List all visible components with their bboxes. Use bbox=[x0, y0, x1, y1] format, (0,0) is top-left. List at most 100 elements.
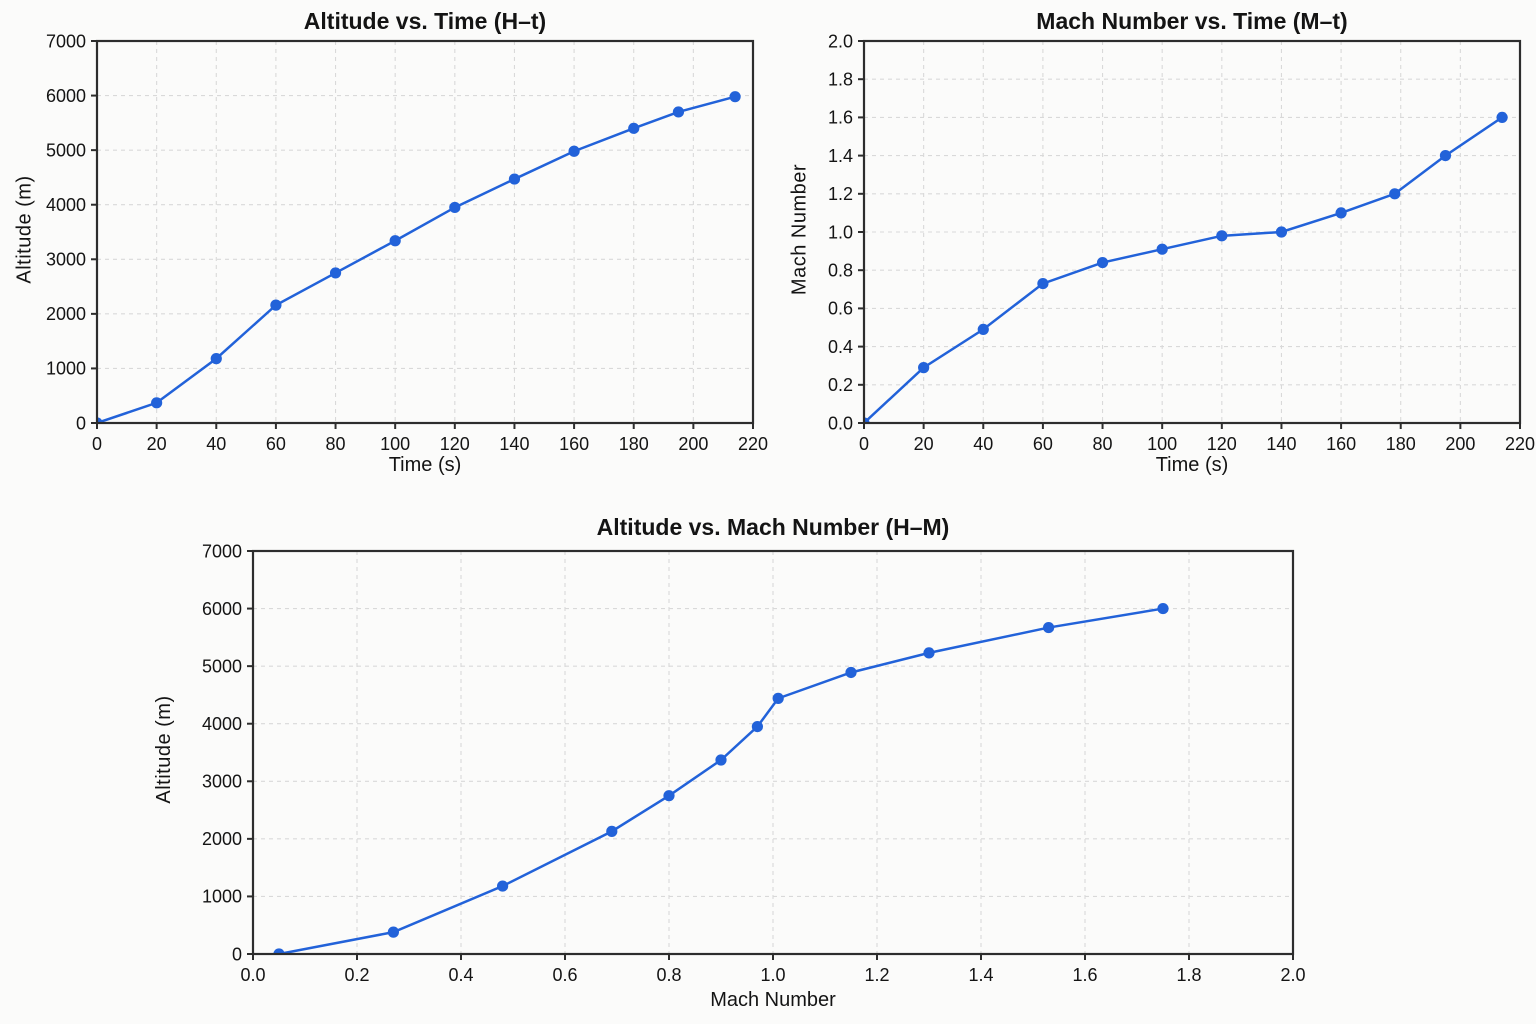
data-point bbox=[918, 362, 930, 374]
data-point bbox=[1496, 111, 1508, 123]
data-point bbox=[389, 235, 401, 247]
y-axis-label: Mach Number bbox=[788, 163, 811, 296]
x-tick-label: 100 bbox=[380, 434, 410, 454]
data-point bbox=[751, 720, 764, 733]
x-tick-label: 0 bbox=[859, 434, 869, 454]
x-tick-label: 0 bbox=[92, 434, 102, 454]
y-tick-label: 0.0 bbox=[828, 413, 853, 433]
y-tick-label: 7000 bbox=[202, 541, 242, 561]
y-tick-label: 2000 bbox=[46, 304, 86, 324]
data-point bbox=[864, 417, 870, 423]
y-tick-label: 1.4 bbox=[828, 146, 853, 166]
data-point bbox=[772, 692, 784, 704]
x-tick-label: 160 bbox=[1326, 434, 1356, 454]
x-tick-label: 20 bbox=[147, 434, 167, 454]
x-tick-label: 60 bbox=[1033, 434, 1053, 454]
x-tick-label: 40 bbox=[973, 434, 993, 454]
y-tick-label: 0.8 bbox=[828, 261, 853, 281]
x-axis-label: Mach Number bbox=[710, 989, 836, 1011]
data-point bbox=[508, 173, 521, 185]
data-point bbox=[1439, 150, 1452, 162]
y-tick-label: 2.0 bbox=[828, 31, 853, 51]
x-tick-label: 120 bbox=[1207, 434, 1237, 454]
data-point bbox=[1043, 621, 1055, 634]
y-axis-label: Altitude (m) bbox=[13, 175, 36, 284]
x-tick-label: 80 bbox=[326, 434, 346, 454]
x-tick-label: 220 bbox=[1505, 434, 1535, 454]
data-series bbox=[97, 91, 741, 423]
x-tick-label: 1.0 bbox=[760, 965, 785, 985]
x-tick-label: 160 bbox=[559, 434, 589, 454]
x-tick-label: 180 bbox=[619, 434, 649, 454]
y-tick-label: 3000 bbox=[202, 772, 242, 792]
x-tick-label: 120 bbox=[440, 434, 470, 454]
y-tick-label: 1000 bbox=[202, 887, 242, 907]
altitude-vs-mach-plot: 0.0 0.2 0.4 0.6 0.8 1.0 1.2 1.4 1.6 1.8 2.0 0 1000 20… bbox=[202, 541, 1306, 985]
data-point bbox=[210, 353, 222, 365]
chart-altitude-vs-time: 0 20 40 60 80 100 120 140 160 180 200 220 0 1000 2000 3… bbox=[0, 0, 769, 500]
x-tick-label: 180 bbox=[1386, 434, 1416, 454]
x-tick-label: 80 bbox=[1093, 434, 1113, 454]
data-point bbox=[672, 106, 685, 118]
data-point bbox=[270, 299, 282, 311]
y-tick-label: 2000 bbox=[202, 829, 242, 849]
y-tick-label: 0 bbox=[76, 413, 86, 433]
chart-title: Altitude vs. Time (H–t) bbox=[303, 8, 547, 34]
data-point bbox=[1096, 256, 1109, 269]
y-tick-label: 3000 bbox=[46, 250, 86, 270]
y-tick-label: 5000 bbox=[202, 656, 242, 676]
mach-vs-time-plot: 0 20 40 60 80 100 120 140 160 180 200 220 0.0 0.2 0.4 0… bbox=[828, 31, 1535, 454]
data-point bbox=[387, 926, 399, 938]
x-tick-label: 0.0 bbox=[240, 965, 265, 985]
series-line bbox=[864, 116, 1503, 423]
axis-ticks: 0 20 40 60 80 100 120 140 160 180 200 220 0 1000 2000 3… bbox=[46, 31, 768, 454]
data-point bbox=[97, 417, 103, 423]
x-tick-label: 40 bbox=[206, 434, 226, 454]
data-point bbox=[715, 754, 727, 766]
chart-title: Altitude vs. Mach Number (H–M) bbox=[596, 514, 950, 540]
plot-spines bbox=[95, 39, 755, 425]
y-tick-label: 1.8 bbox=[828, 70, 853, 90]
x-tick-label: 100 bbox=[1147, 434, 1177, 454]
axis-ticks: 0 20 40 60 80 100 120 140 160 180 200 220 0.0 0.2 0.4 0… bbox=[828, 31, 1535, 454]
data-point bbox=[568, 145, 580, 157]
gridlines bbox=[96, 40, 754, 424]
y-axis-label: Altitude (m) bbox=[153, 695, 175, 804]
x-tick-label: 140 bbox=[499, 434, 529, 454]
x-tick-label: 1.6 bbox=[1072, 965, 1097, 985]
y-tick-label: 1.2 bbox=[828, 184, 853, 204]
data-point bbox=[923, 647, 935, 659]
axis-ticks: 0.0 0.2 0.4 0.6 0.8 1.0 1.2 1.4 1.6 1.8 2.0 0 1000 20… bbox=[202, 541, 1306, 985]
data-series bbox=[864, 111, 1508, 423]
x-tick-label: 0.6 bbox=[552, 965, 577, 985]
x-tick-label: 1.2 bbox=[864, 965, 889, 985]
data-point bbox=[606, 825, 618, 837]
data-point bbox=[845, 666, 857, 679]
data-point bbox=[329, 267, 342, 279]
data-point bbox=[449, 201, 461, 214]
y-tick-label: 6000 bbox=[202, 599, 242, 619]
y-tick-label: 4000 bbox=[46, 195, 86, 215]
altitude-vs-time-plot: 0 20 40 60 80 100 120 140 160 180 200 220 0 1000 2000 3… bbox=[46, 31, 768, 454]
y-tick-label: 5000 bbox=[46, 140, 86, 160]
y-tick-label: 1.6 bbox=[828, 108, 853, 128]
data-point bbox=[1389, 188, 1401, 200]
data-point bbox=[977, 323, 989, 336]
chart-title: Mach Number vs. Time (M–t) bbox=[1036, 8, 1348, 34]
x-tick-label: 20 bbox=[914, 434, 934, 454]
data-point bbox=[1335, 207, 1347, 219]
x-tick-label: 220 bbox=[738, 434, 768, 454]
data-point bbox=[273, 948, 285, 954]
x-axis-label: Time (s) bbox=[388, 454, 462, 476]
x-tick-label: 1.4 bbox=[968, 965, 993, 985]
y-tick-label: 6000 bbox=[46, 86, 86, 106]
x-tick-label: 2.0 bbox=[1280, 965, 1305, 985]
x-tick-label: 0.8 bbox=[656, 965, 681, 985]
x-tick-label: 0.2 bbox=[344, 965, 369, 985]
data-point bbox=[151, 397, 163, 409]
y-tick-label: 0.6 bbox=[828, 299, 853, 319]
x-tick-label: 60 bbox=[266, 434, 286, 454]
data-point bbox=[497, 880, 509, 892]
chart-mach-vs-time: 0 20 40 60 80 100 120 140 160 180 200 220 0.0 0.2 0.4 0… bbox=[768, 0, 1536, 500]
